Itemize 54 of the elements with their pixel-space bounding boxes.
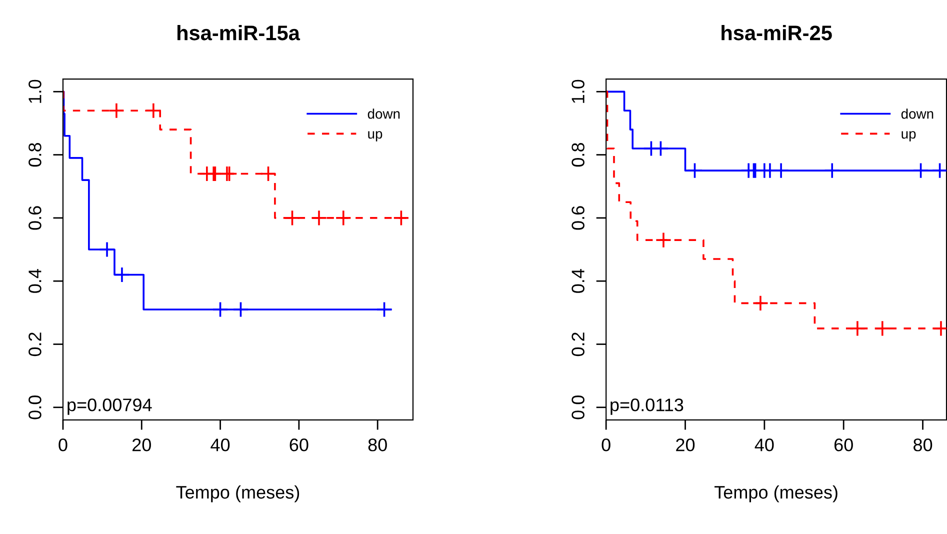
x-tick-label: 80 [368,438,387,452]
point [260,166,276,182]
point [232,301,249,318]
y-tick-label: 0.6 [28,206,42,230]
point [335,210,352,226]
x-tick-label: 40 [210,438,230,452]
point [655,232,672,248]
point [114,266,130,283]
point [686,162,703,179]
legend-label: up [368,131,382,142]
point [752,294,769,312]
x-tick-label: 60 [834,438,853,452]
point [212,301,228,318]
point [824,162,840,179]
point [849,320,866,337]
point [145,102,162,119]
point [376,301,392,318]
chart-title: hsa-miR-15a [177,25,300,40]
x-tick-label: 20 [676,438,695,452]
y-tick-label: 0.4 [28,269,42,293]
point [284,210,300,226]
x-tick-label: 0 [602,438,610,452]
x-tick-label: 60 [290,438,308,452]
point [874,320,891,337]
point [932,162,947,179]
chart-title: hsa-miR-25 [722,25,832,40]
x-tick-label: 80 [914,438,932,452]
y-tick-label: 0.4 [572,269,584,293]
y-tick-label: 0.0 [572,396,584,420]
annotation: p=0.00794 [68,398,152,415]
y-tick-label: 0.6 [572,206,584,230]
point [772,162,790,179]
legend-label: down [901,108,934,119]
y-tick-label: 0.2 [572,332,584,356]
point [652,140,669,157]
y-tick-label: 0.2 [28,332,42,356]
x-tick-label: 40 [754,438,774,452]
y-tick-label: 1.0 [572,80,584,103]
legend-label: up [902,131,916,142]
y-tick-label: 0.8 [572,143,584,167]
point [393,210,410,226]
point [310,210,328,226]
legend-label: down [368,108,400,119]
x-tick-label: 0 [58,438,68,452]
y-tick-label: 0.8 [28,143,42,167]
x-tick-label: 20 [132,438,151,452]
x-axis-title: Tempo (meses) [714,485,838,502]
point [912,162,929,179]
point [98,241,116,258]
x-axis-title: Tempo (meses) [176,485,300,502]
point [108,102,125,119]
y-tick-label: 0.0 [28,396,42,420]
annotation: p=0.0113 [610,398,684,415]
y-tick-label: 1.0 [28,80,42,103]
